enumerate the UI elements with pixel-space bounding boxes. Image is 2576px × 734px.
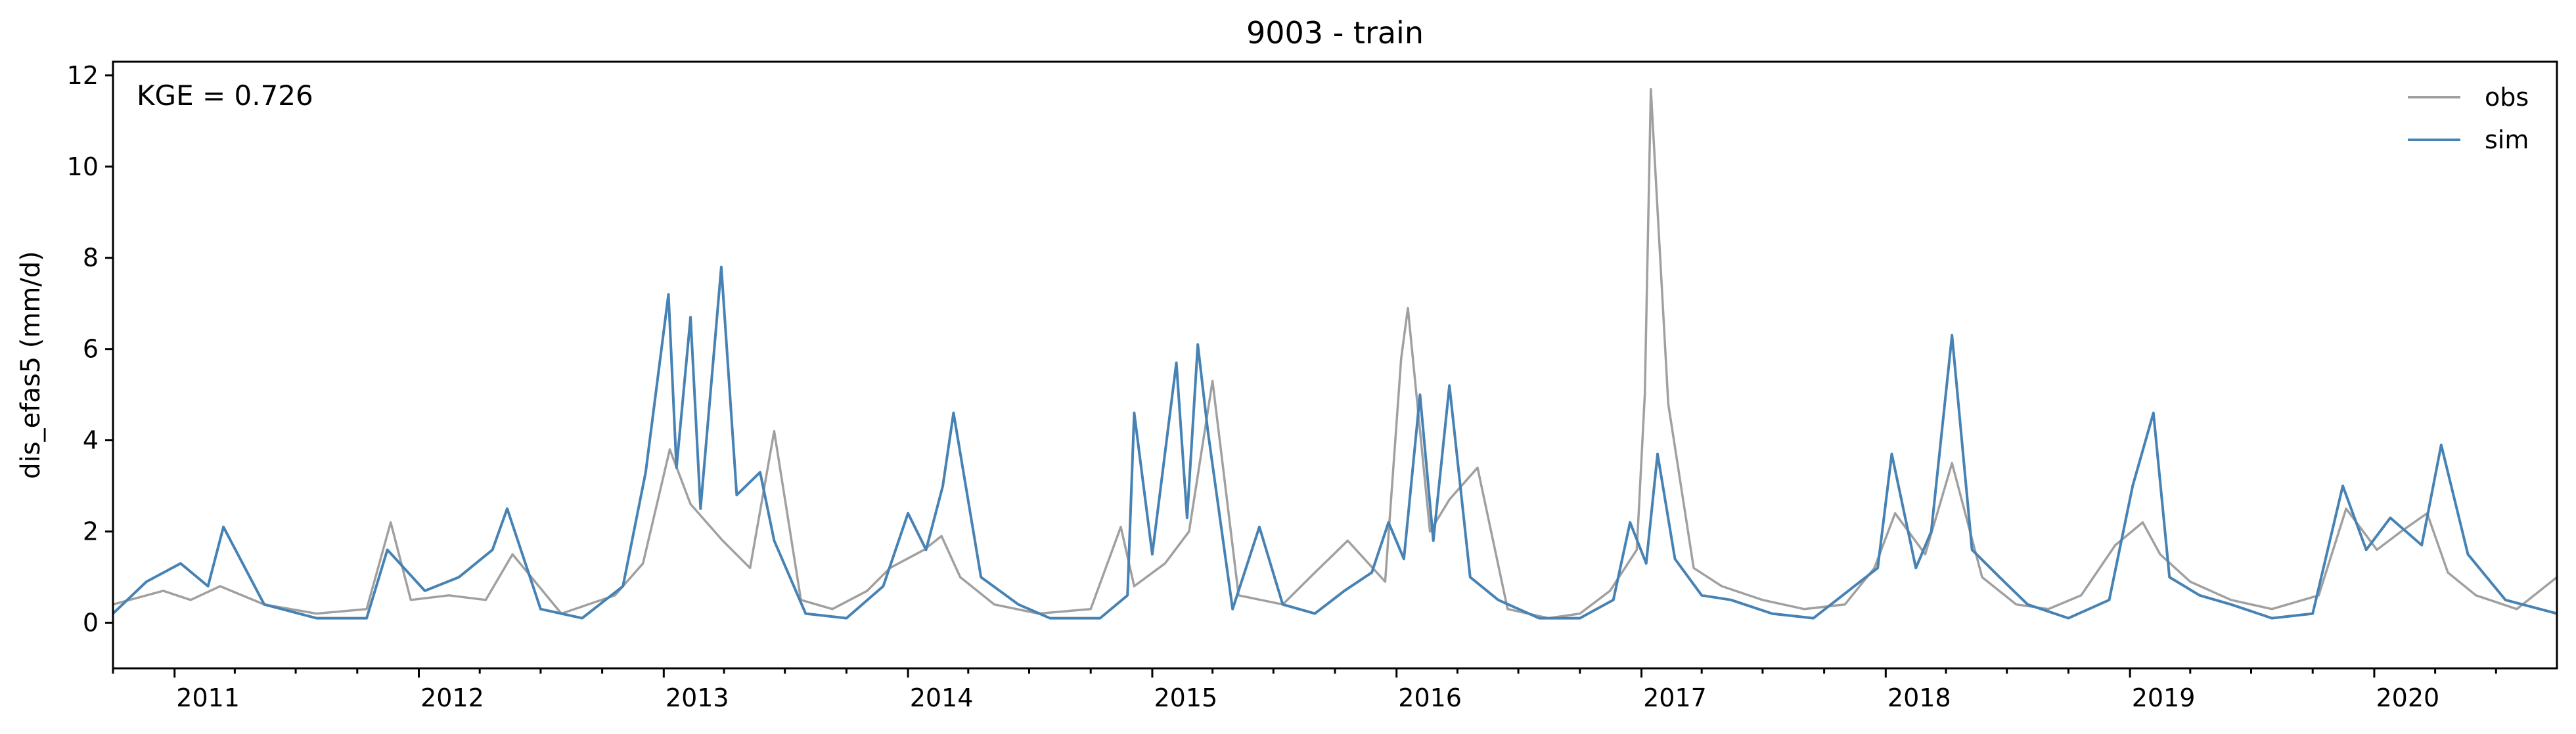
x-axis-ticks: 2011 2012 2013 2014 2015 2016 2017 2018 2019 2020 <box>112 668 2497 712</box>
y-tick-label: 4 <box>83 426 99 455</box>
x-tick-label: 2011 <box>176 683 240 712</box>
series-line-sim <box>112 265 2558 620</box>
chart-title: 9003 - train <box>1246 15 1424 51</box>
legend-sim-label: sim <box>2485 125 2529 154</box>
y-axis-ticks: 0 2 4 6 8 10 12 <box>67 61 113 637</box>
x-tick-label: 2018 <box>1887 683 1951 712</box>
x-tick-label: 2015 <box>1154 683 1217 712</box>
x-tick-label: 2016 <box>1398 683 1462 712</box>
y-tick-label: 8 <box>83 244 99 272</box>
y-tick-label: 2 <box>83 517 99 546</box>
series-layer <box>112 87 2558 620</box>
plot-frame <box>112 60 2558 670</box>
legend-obs-label: obs <box>2485 83 2529 112</box>
series-line-obs <box>112 87 2558 620</box>
y-tick-label: 10 <box>67 152 99 181</box>
y-tick-label: 12 <box>67 61 99 90</box>
legend: obs sim <box>2408 83 2529 154</box>
y-tick-label: 6 <box>83 335 99 364</box>
x-tick-label: 2013 <box>666 683 729 712</box>
y-tick-label: 0 <box>83 609 99 637</box>
x-tick-label: 2017 <box>1643 683 1707 712</box>
x-tick-label: 2019 <box>2132 683 2196 712</box>
kge-annotation: KGE = 0.726 <box>137 79 313 112</box>
x-tick-label: 2014 <box>910 683 974 712</box>
y-axis-label: dis_efas5 (mm/d) <box>16 251 46 479</box>
x-tick-label: 2012 <box>420 683 484 712</box>
x-tick-label: 2020 <box>2376 683 2439 712</box>
